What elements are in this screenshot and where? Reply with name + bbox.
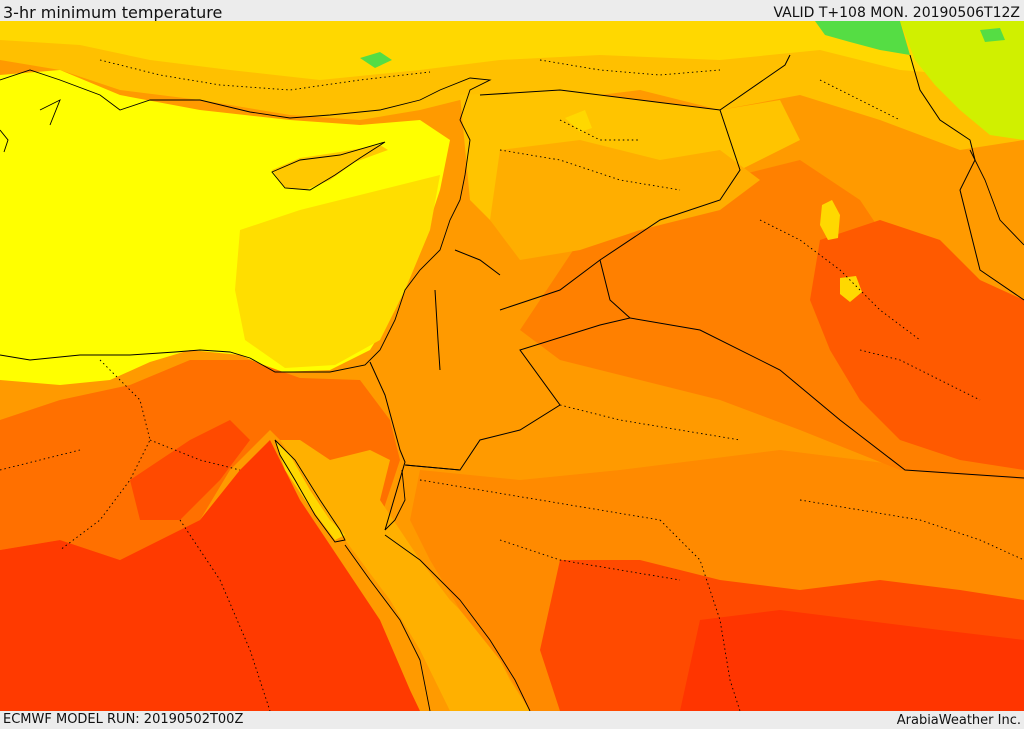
field-north-gold	[0, 21, 1024, 80]
field-sea-gold-east	[235, 175, 440, 368]
field-green-small2	[980, 28, 1005, 42]
map-title: 3-hr minimum temperature	[3, 3, 223, 22]
field-iraq-redorange	[810, 220, 1024, 470]
field-cyprus	[272, 145, 388, 190]
field-yellowgreen-ne	[900, 21, 1024, 140]
valid-time-label: VALID T+108 MON. 20190506T12Z	[773, 5, 1020, 21]
field-syria-lightorange	[490, 140, 760, 260]
admin-lines	[0, 59, 1024, 711]
field-green-ne	[815, 21, 910, 55]
field-saudi-red2	[680, 610, 1024, 711]
field-lake-razazah	[840, 276, 862, 302]
footer-bar	[0, 711, 1024, 729]
field-lake-assad	[565, 110, 592, 132]
coastlines	[0, 69, 1024, 711]
field-redsea	[280, 440, 530, 711]
model-run-label: ECMWF MODEL RUN: 20190502T00Z	[3, 712, 244, 727]
temperature-map	[0, 21, 1024, 711]
field-gulf-suez	[275, 440, 345, 540]
field-egypt-red2	[130, 420, 250, 520]
field-green-small	[360, 52, 392, 68]
field-egypt-red	[0, 440, 420, 711]
credit-label: ArabiaWeather Inc.	[896, 713, 1021, 728]
field-lake-tharthar	[820, 200, 840, 240]
header-bar	[0, 0, 1024, 21]
